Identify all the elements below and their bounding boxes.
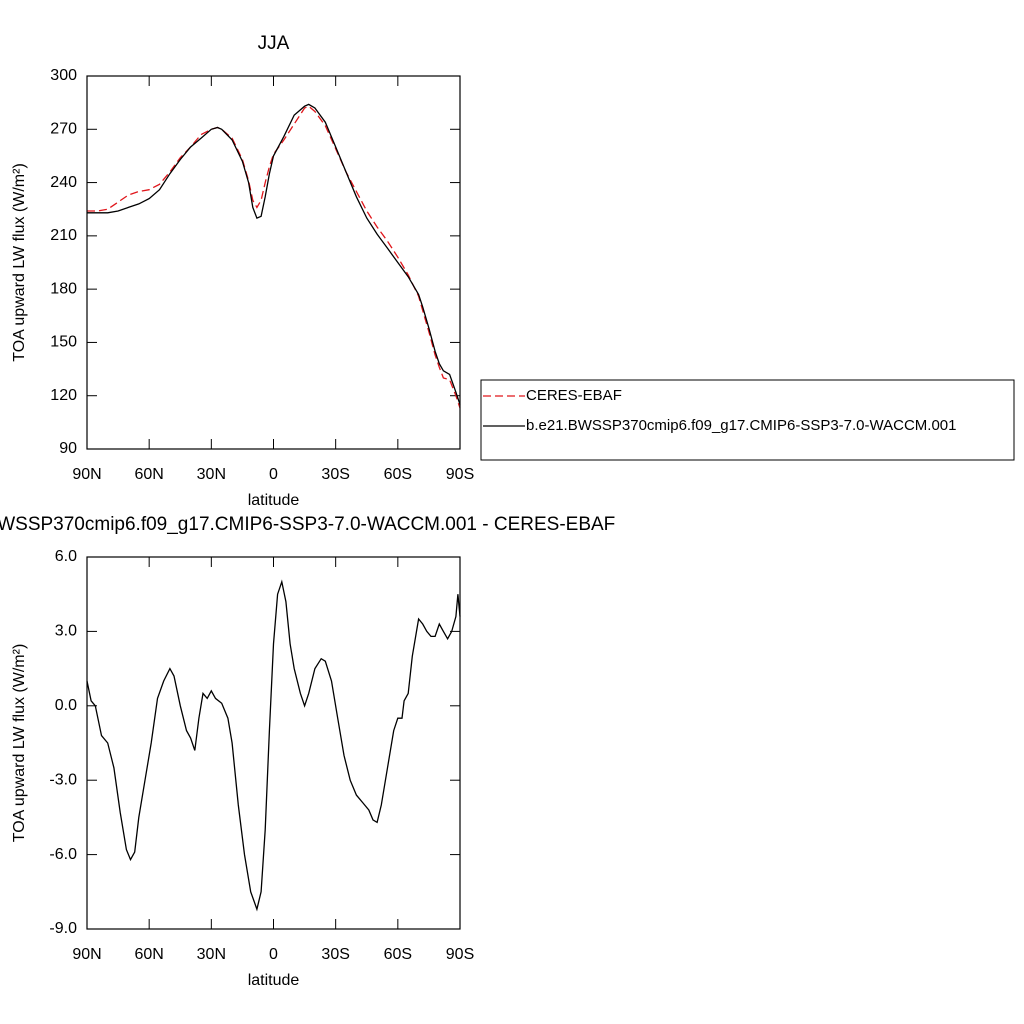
x-tick-label: 30S xyxy=(321,946,349,963)
y-tick-label: 6.0 xyxy=(55,548,77,565)
x-tick-label: 90N xyxy=(72,466,101,483)
plot-frame xyxy=(86,75,461,450)
x-tick-label: 0 xyxy=(269,466,278,483)
legend-box xyxy=(480,379,1015,461)
x-tick-label: 90S xyxy=(446,466,474,483)
y-tick-label: 180 xyxy=(50,280,77,297)
data-line xyxy=(86,579,461,912)
y-tick-label: 240 xyxy=(50,174,77,191)
y-tick-label: -3.0 xyxy=(49,771,77,788)
x-tick-label: 90N xyxy=(72,946,101,963)
y-tick-label: -6.0 xyxy=(49,846,77,863)
y-tick-label: 0.0 xyxy=(55,697,77,714)
y-tick-label: 150 xyxy=(50,334,77,351)
data-line xyxy=(87,103,461,405)
legend-label: b.e21.BWSSP370cmip6.f09_g17.CMIP6-SSP3-7… xyxy=(526,417,956,434)
x-tick-label: 30N xyxy=(197,946,226,963)
chart-title: b.e21.BWSSP370cmip6.f09_g17.CMIP6-SSP3-7… xyxy=(0,514,615,535)
x-tick-label: 0 xyxy=(269,946,278,963)
y-tick-label: 270 xyxy=(50,121,77,138)
x-tick-label: 30N xyxy=(197,466,226,483)
y-tick-label: -9.0 xyxy=(49,920,77,937)
x-tick-label: 30S xyxy=(321,466,349,483)
x-axis-label: latitude xyxy=(248,972,300,989)
x-tick-label: 60S xyxy=(384,466,412,483)
y-tick-label: 90 xyxy=(59,440,77,457)
plot-frame xyxy=(86,556,461,930)
x-axis-label: latitude xyxy=(248,492,300,509)
x-tick-label: 90S xyxy=(446,946,474,963)
x-tick-label: 60N xyxy=(134,466,163,483)
y-tick-label: 120 xyxy=(50,387,77,404)
x-tick-label: 60S xyxy=(384,946,412,963)
chart-title: JJA xyxy=(258,33,290,54)
y-tick-label: 3.0 xyxy=(55,623,77,640)
x-tick-label: 60N xyxy=(134,946,163,963)
y-axis-label: TOA upward LW flux (W/m²) xyxy=(11,163,28,362)
y-tick-label: 210 xyxy=(50,227,77,244)
data-line xyxy=(87,105,461,409)
y-tick-label: 300 xyxy=(50,67,77,84)
y-axis-label: TOA upward LW flux (W/m²) xyxy=(11,644,28,843)
legend-label: CERES-EBAF xyxy=(526,387,622,404)
